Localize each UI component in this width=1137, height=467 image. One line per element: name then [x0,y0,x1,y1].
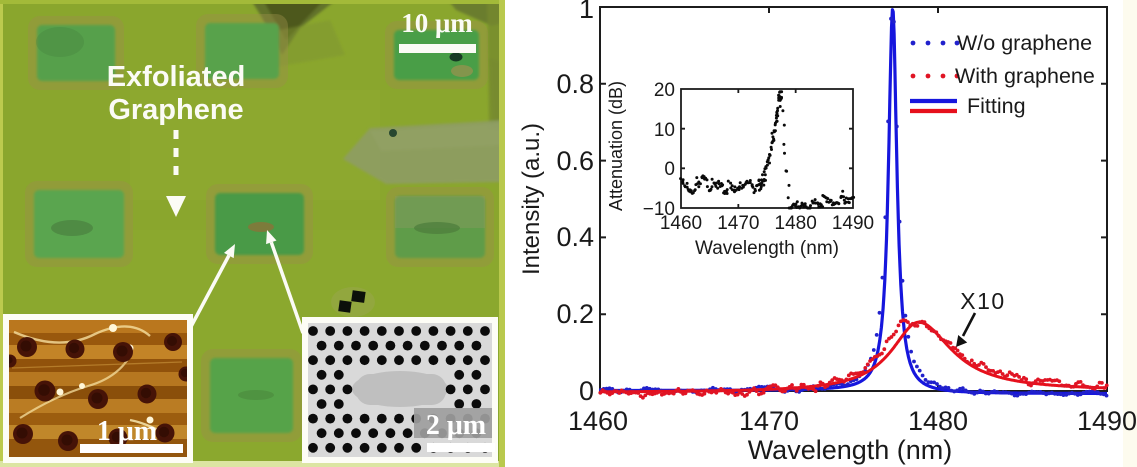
svg-text:0: 0 [579,376,594,406]
svg-text:Attenuation (dB): Attenuation (dB) [606,81,626,211]
svg-text:W/o graphene: W/o graphene [957,31,1092,55]
svg-text:1470: 1470 [717,213,759,234]
svg-text:0: 0 [664,159,675,180]
svg-text:1490: 1490 [832,213,874,234]
svg-text:10 μm: 10 μm [401,8,473,38]
svg-text:Graphene: Graphene [108,94,243,126]
svg-text:−10: −10 [643,199,675,220]
svg-text:0.6: 0.6 [556,146,594,176]
svg-text:20: 20 [654,80,675,101]
svg-text:Fitting: Fitting [967,94,1026,118]
svg-text:1460: 1460 [568,406,628,436]
svg-text:With graphene: With graphene [955,64,1095,88]
svg-text:Exfoliated: Exfoliated [107,61,246,93]
svg-text:X10: X10 [960,288,1005,314]
svg-text:1 μm: 1 μm [97,416,157,447]
svg-text:1480: 1480 [775,213,817,234]
svg-text:1490: 1490 [1077,406,1137,436]
svg-text:0.8: 0.8 [556,69,594,99]
svg-text:Wavelength (nm): Wavelength (nm) [695,238,839,259]
svg-text:Wavelength (nm): Wavelength (nm) [748,435,953,465]
svg-text:1470: 1470 [739,406,799,436]
svg-text:0.4: 0.4 [556,222,594,252]
svg-text:1: 1 [579,0,594,24]
svg-text:1460: 1460 [660,213,702,234]
svg-text:1480: 1480 [908,406,968,436]
svg-text:0.2: 0.2 [556,299,594,329]
svg-text:2 μm: 2 μm [426,410,486,441]
svg-text:Intensity (a.u.): Intensity (a.u.) [518,123,545,275]
svg-text:10: 10 [654,120,675,141]
